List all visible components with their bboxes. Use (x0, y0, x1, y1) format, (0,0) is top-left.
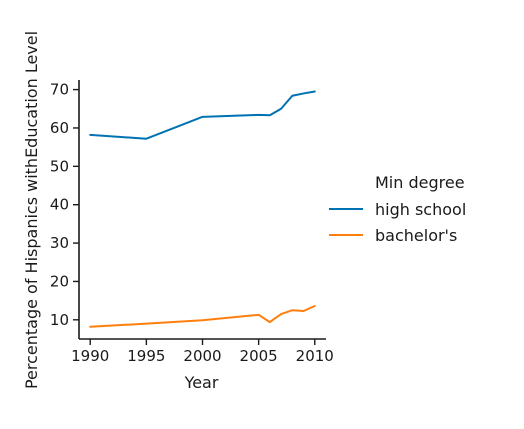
x-axis-ticks: 1990 1995 2000 2005 2010 (71, 339, 334, 365)
y-tick-label: 40 (50, 196, 69, 214)
y-tick-label: 10 (50, 311, 69, 329)
legend-item-label: high school (375, 200, 466, 219)
series-line-high-school (90, 92, 315, 139)
y-tick-label: 20 (50, 272, 69, 290)
x-tick-label: 2005 (240, 347, 278, 365)
legend-item-label: bachelor's (375, 226, 457, 245)
x-tick-label: 2000 (183, 347, 221, 365)
y-axis-label: Percentage of Hispanics withEducation Le… (22, 31, 41, 389)
y-tick-label: 50 (50, 157, 69, 175)
x-tick-label: 1995 (127, 347, 165, 365)
y-axis-ticks: 10 20 30 40 50 60 70 (50, 81, 79, 329)
legend-title: Min degree (375, 173, 465, 192)
legend: Min degree high school bachelor's (329, 173, 466, 245)
y-tick-label: 70 (50, 81, 69, 99)
legend-items: high school bachelor's (329, 200, 466, 245)
series-line-bachelors (90, 306, 315, 327)
x-axis-label: Year (184, 373, 219, 392)
series-layer (90, 92, 315, 327)
y-tick-label: 30 (50, 234, 69, 252)
x-tick-label: 1990 (71, 347, 109, 365)
x-tick-label: 2010 (296, 347, 334, 365)
y-tick-label: 60 (50, 119, 69, 137)
